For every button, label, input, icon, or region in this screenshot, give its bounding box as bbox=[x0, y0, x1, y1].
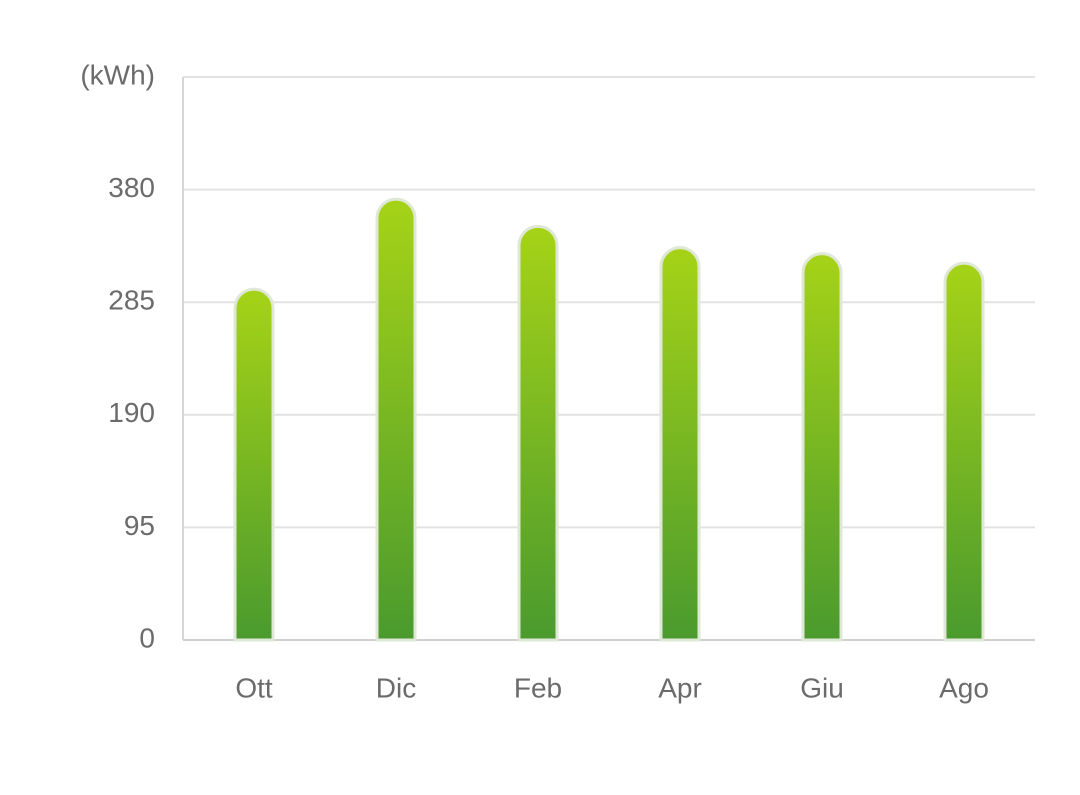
bar bbox=[233, 287, 275, 642]
bar bbox=[659, 246, 701, 642]
y-tick-label: 190 bbox=[108, 397, 155, 428]
bar bbox=[375, 197, 417, 642]
x-tick-label: Feb bbox=[514, 672, 562, 703]
x-tick-label: Ago bbox=[939, 672, 989, 703]
x-tick-label: Giu bbox=[800, 672, 844, 703]
y-tick-label: 95 bbox=[124, 510, 155, 541]
x-tick-label: Apr bbox=[658, 672, 702, 703]
y-tick-label: 0 bbox=[139, 622, 155, 653]
bar bbox=[517, 224, 559, 642]
bar bbox=[801, 252, 843, 642]
x-tick-label: Ott bbox=[235, 672, 273, 703]
x-tick-label: Dic bbox=[376, 672, 416, 703]
y-tick-label: 380 bbox=[108, 172, 155, 203]
y-axis-label: (kWh) bbox=[80, 59, 155, 90]
bar bbox=[943, 261, 985, 642]
y-tick-label: 285 bbox=[108, 285, 155, 316]
